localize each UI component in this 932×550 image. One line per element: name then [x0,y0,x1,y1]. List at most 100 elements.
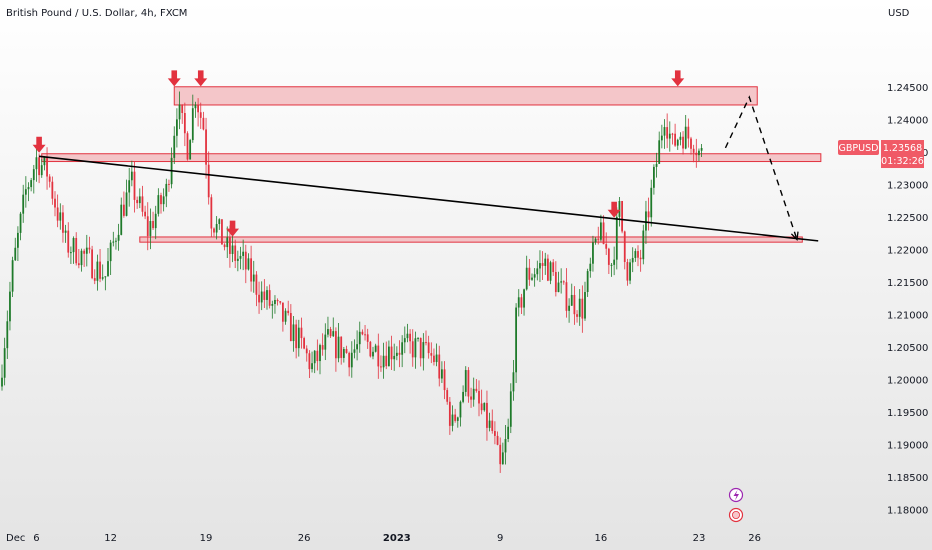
candle-body [9,291,11,322]
candle-body [83,250,86,254]
candle-body [671,133,674,135]
candle-body [509,391,512,427]
candle-body [128,180,131,193]
candle-body [247,258,250,270]
price-tick-label: 1.22500 [887,213,928,224]
candle-body [605,244,608,249]
time-tick-label: 2023 [383,533,411,544]
candle-body [30,180,33,188]
price-tick-label: 1.21000 [887,310,928,321]
candle-body [539,263,541,269]
time-axis[interactable]: Dec 6 12 19 26 2023 9 16 23 26 [6,533,761,544]
candle-body [637,251,639,258]
candle-body [17,232,19,248]
candle-body [311,363,313,370]
candle-body [3,348,6,378]
candle-body [488,420,491,428]
candle-body [570,294,573,306]
candle-body [250,258,252,282]
candle-body [610,264,613,266]
price-tick-label: 1.20500 [887,343,928,354]
candle-body [194,104,197,109]
candle-body [448,401,451,426]
candle-body [112,241,115,243]
candle-body [282,302,284,322]
candle-body [154,213,157,229]
candle-body [213,228,215,233]
candle-body [494,431,496,436]
signal-arrows [32,70,685,237]
candle-body [594,238,597,243]
candle-body [602,222,605,245]
candle-body [197,104,199,113]
candle-body [409,333,411,342]
candle-body [467,370,470,397]
candle-body [427,342,430,354]
candle-body [239,255,242,259]
candle-body [173,135,176,158]
candle-body [40,165,43,176]
candle-body [499,444,502,465]
candle-body [517,297,520,308]
price-tick-label: 1.21500 [887,278,928,289]
time-tick-label: 26 [748,533,761,544]
candle-body [544,258,547,266]
candle-body [348,352,351,368]
candle-body [260,291,263,303]
candle-body [520,297,523,308]
candle-body [475,388,478,391]
candle-body [395,352,398,356]
candle-body [115,240,117,242]
candle-body [136,199,139,204]
candle-body [541,263,544,266]
candle-body [146,216,149,236]
candle-body [287,310,290,314]
candle-body [377,345,380,367]
candle-body [157,195,160,214]
candle-body [35,157,38,170]
candle-body [581,298,584,319]
candle-body [162,196,165,205]
candle-body [504,438,507,453]
candle-body [297,327,300,349]
candle-body [576,314,578,317]
candle-body [268,290,271,306]
candle-body [515,307,517,373]
candle-body [623,231,626,262]
candle-body [221,219,223,245]
drawings [39,95,819,242]
candle-body [236,258,239,261]
candle-body [586,271,589,293]
candle-body [64,230,67,233]
candle-body [356,344,358,350]
candle-body [178,104,181,120]
time-tick-label: 16 [595,533,608,544]
candle-body [666,127,669,139]
candle-body [337,336,340,359]
candle-body [271,304,274,306]
candle-body [202,117,205,130]
candle-body [207,164,210,198]
candle-body [165,183,168,197]
candle-body [496,435,499,445]
candle-body [536,268,539,275]
candle-body [305,348,308,354]
candle-body [43,156,46,166]
candle-body [573,294,576,315]
candle-body [133,171,136,200]
candle-body [168,183,170,185]
candle-body [319,345,321,362]
candle-body [54,198,56,208]
candle-body [446,390,449,402]
candle-body [398,352,401,355]
candle-body [181,104,184,114]
candle-body [91,249,93,279]
candle-body [531,277,533,280]
candle-body [647,211,650,218]
candle-body [276,299,279,302]
candle-body [340,336,343,358]
candle-body [186,133,189,160]
candle-body [634,251,637,258]
